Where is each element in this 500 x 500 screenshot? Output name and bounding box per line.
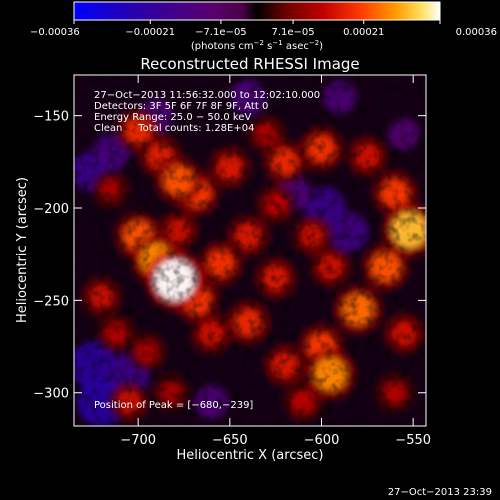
- x-tick-label: −550: [395, 433, 431, 448]
- x-tick-label: −600: [304, 433, 340, 448]
- colorbar-tick-label: 0.00021: [343, 27, 384, 38]
- x-axis-title: Heliocentric X (arcsec): [177, 448, 324, 463]
- annotation-energy-range: Energy Range: 25.0 − 50.0 keV: [94, 112, 251, 123]
- colorbar-tick-label: −0.00021: [125, 27, 175, 38]
- colorbar-tick-label: 7.1e−05: [272, 27, 315, 38]
- chart-title: Reconstructed RHESSI Image: [140, 55, 359, 73]
- colorbar-unit: (photons cm−2 s−1 asec−2): [191, 39, 323, 52]
- colorbar-tick-label: −0.00036: [30, 27, 80, 38]
- colorbar-tick-label: 0.00036: [456, 27, 497, 38]
- y-axis-title: Heliocentric Y (arcsec): [15, 177, 30, 323]
- y-tick-label: −250: [33, 294, 69, 309]
- y-tick-label: −150: [33, 110, 69, 125]
- x-tick-label: −700: [120, 433, 156, 448]
- colorbar-tick-label: −7.1e−05: [195, 27, 247, 38]
- colorbar-bar: [74, 2, 440, 20]
- footer-timestamp: 27−Oct−2013 23:39: [388, 487, 492, 498]
- peak-position-label: Position of Peak = [−680,−239]: [94, 400, 253, 411]
- y-tick-label: −200: [33, 202, 69, 217]
- annotation-time-range: 27−Oct−2013 11:56:32.000 to 12:02:10.000: [94, 90, 320, 101]
- annotation-clean-counts: Clean Total counts: 1.28E+04: [94, 123, 254, 134]
- colorbar-ticks: −0.00036 −0.00021 −7.1e−05 7.1e−05 0.00021 0.…: [30, 20, 497, 38]
- colorbar: −0.00036 −0.00021 −7.1e−05 7.1e−05 0.00021 0.…: [30, 2, 497, 52]
- annotation-detectors: Detectors: 3F 5F 6F 7F 8F 9F, Att 0: [94, 101, 268, 112]
- x-tick-label: −650: [212, 433, 248, 448]
- y-tick-label: −300: [33, 387, 69, 402]
